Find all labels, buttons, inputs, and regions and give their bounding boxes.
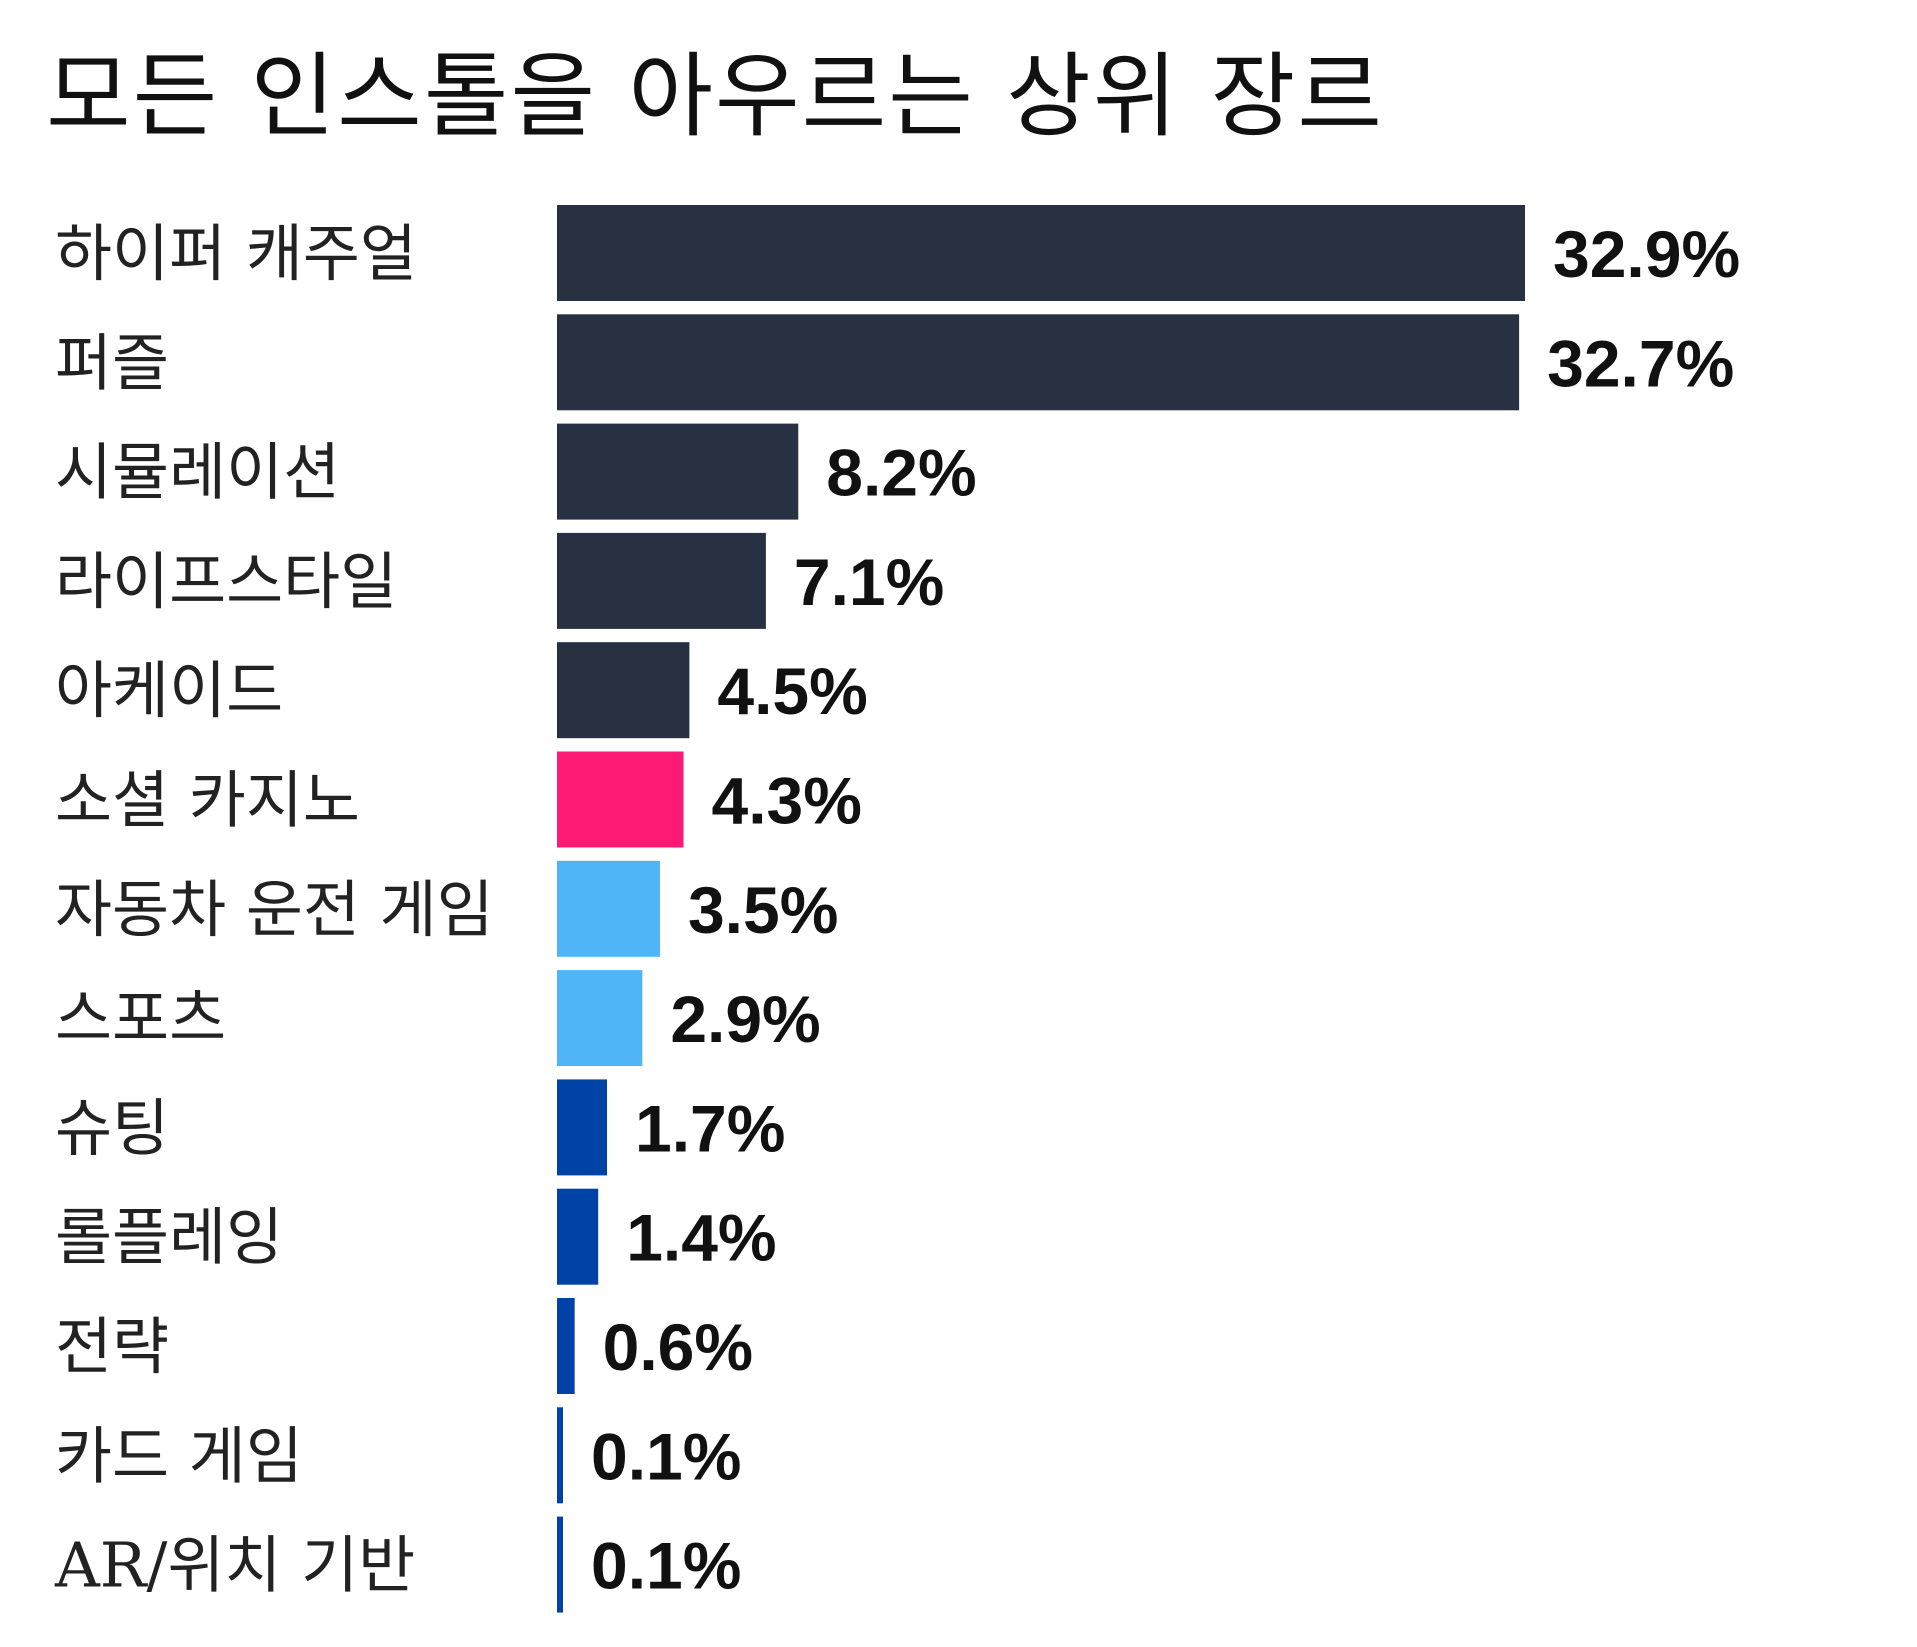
category-label: AR/위치 기반 [54, 1529, 415, 1602]
value-label: 1.7% [635, 1091, 785, 1165]
value-label: 3.5% [688, 873, 838, 947]
category-label: 소셜 카지노 [55, 764, 360, 837]
category-label: 전략 [55, 1310, 169, 1383]
value-label: 4.5% [717, 654, 867, 728]
bar [557, 532, 766, 629]
value-label: 2.9% [670, 982, 820, 1056]
bar [557, 860, 660, 957]
category-label: 아케이드 [55, 654, 283, 727]
bar [557, 970, 643, 1067]
value-label: 4.3% [712, 764, 862, 838]
value-label: 32.7% [1547, 326, 1734, 400]
value-label: 0.1% [591, 1419, 741, 1493]
bar [557, 642, 690, 739]
category-label: 카드 게임 [55, 1419, 303, 1492]
value-label: 1.4% [626, 1201, 776, 1275]
value-label: 0.6% [603, 1310, 753, 1384]
category-label: 자동차 운전 게임 [55, 873, 494, 946]
category-label: 슈팅 [55, 1091, 169, 1164]
bar [557, 1298, 575, 1394]
bar [557, 1188, 599, 1285]
value-label: 32.9% [1553, 217, 1740, 291]
category-label: 시뮬레이션 [55, 436, 340, 509]
category-label: 라이프스타일 [55, 545, 397, 618]
bar [557, 1079, 608, 1176]
bar [557, 314, 1520, 411]
value-label: 7.1% [794, 545, 944, 619]
category-label: 롤플레잉 [55, 1201, 283, 1274]
chart-title: 모든 인스톨을 아우르는 상위 장르 [46, 43, 1384, 150]
category-label: 스포츠 [55, 982, 226, 1055]
bar [557, 205, 1525, 301]
value-label: 0.1% [591, 1529, 741, 1603]
value-label: 8.2% [826, 436, 976, 510]
bar [557, 1516, 563, 1613]
bar [557, 1407, 563, 1504]
category-label: 하이퍼 캐주얼 [55, 217, 417, 290]
bar [557, 423, 799, 520]
bar [557, 751, 684, 848]
category-label: 퍼즐 [55, 326, 169, 399]
